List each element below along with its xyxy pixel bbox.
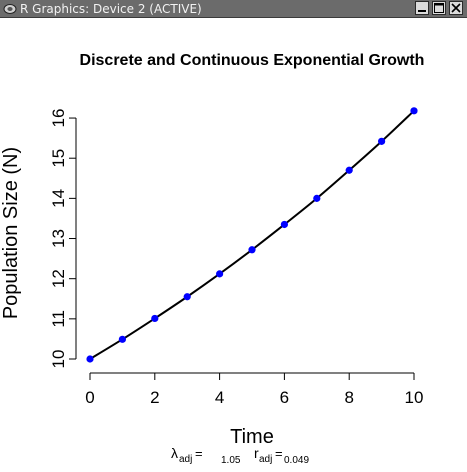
r-device-icon xyxy=(3,4,17,14)
x-tick-label-2: 2 xyxy=(150,388,159,407)
lambda-symbol: λ xyxy=(171,445,178,461)
maximize-icon xyxy=(434,3,444,13)
close-button[interactable] xyxy=(449,1,463,15)
r-subscript: adj xyxy=(259,454,272,465)
data-point-t6 xyxy=(280,220,288,229)
chart-title: Discrete and Continuous Exponential Grow… xyxy=(80,52,425,69)
y-tick-label-13: 13 xyxy=(49,229,68,248)
data-point-t7 xyxy=(313,194,321,202)
lambda-value: 1.05 xyxy=(221,455,241,466)
x-tick-label-0: 0 xyxy=(85,388,94,407)
r-symbol: r xyxy=(254,445,259,461)
y-tick-label-12: 12 xyxy=(49,269,68,288)
x-axis-label: Time xyxy=(230,426,274,448)
x-axis: 0 2 4 6 8 10 xyxy=(85,372,424,407)
minimize-icon xyxy=(418,10,426,12)
r-value: 0.049 xyxy=(284,455,309,466)
data-point-t9 xyxy=(378,137,386,145)
window-title: R Graphics: Device 2 (ACTIVE) xyxy=(20,2,202,16)
y-axis-label: Population Size (N) xyxy=(0,147,22,319)
y-tick-label-16: 16 xyxy=(49,109,68,128)
data-point-t2 xyxy=(151,314,159,323)
lambda-equals: = xyxy=(195,446,203,461)
close-icon xyxy=(451,3,461,13)
x-tick-label-6: 6 xyxy=(280,388,289,407)
x-tick-label-4: 4 xyxy=(215,388,224,407)
series-layer xyxy=(86,107,418,363)
r-equals: = xyxy=(275,446,283,461)
maximize-button[interactable] xyxy=(432,1,446,15)
growth-rate-annotation: λ adj = 1.05 r adj = 0.049 xyxy=(171,445,309,466)
y-axis: 10 11 12 13 14 15 16 xyxy=(49,109,77,369)
data-point-t0 xyxy=(86,355,94,363)
window-titlebar[interactable]: R Graphics: Device 2 (ACTIVE) xyxy=(0,0,467,18)
minimize-button[interactable] xyxy=(415,1,429,15)
y-tick-label-14: 14 xyxy=(49,189,68,208)
data-point-t3 xyxy=(183,293,191,301)
y-tick-label-11: 11 xyxy=(49,310,68,328)
continuous-growth-curve xyxy=(89,110,415,360)
y-tick-label-15: 15 xyxy=(49,149,68,168)
data-point-t10 xyxy=(410,107,418,115)
x-tick-label-8: 8 xyxy=(344,388,353,407)
chart-canvas: Discrete and Continuous Exponential Grow… xyxy=(0,52,425,466)
data-point-t5 xyxy=(248,246,256,254)
data-point-t1 xyxy=(118,335,126,343)
y-tick-label-10: 10 xyxy=(49,350,68,369)
data-point-t8 xyxy=(345,166,353,174)
x-tick-label-10: 10 xyxy=(405,388,424,407)
data-point-t4 xyxy=(216,270,224,278)
plot-area: Discrete and Continuous Exponential Grow… xyxy=(0,18,467,467)
lambda-subscript: adj xyxy=(179,454,192,465)
